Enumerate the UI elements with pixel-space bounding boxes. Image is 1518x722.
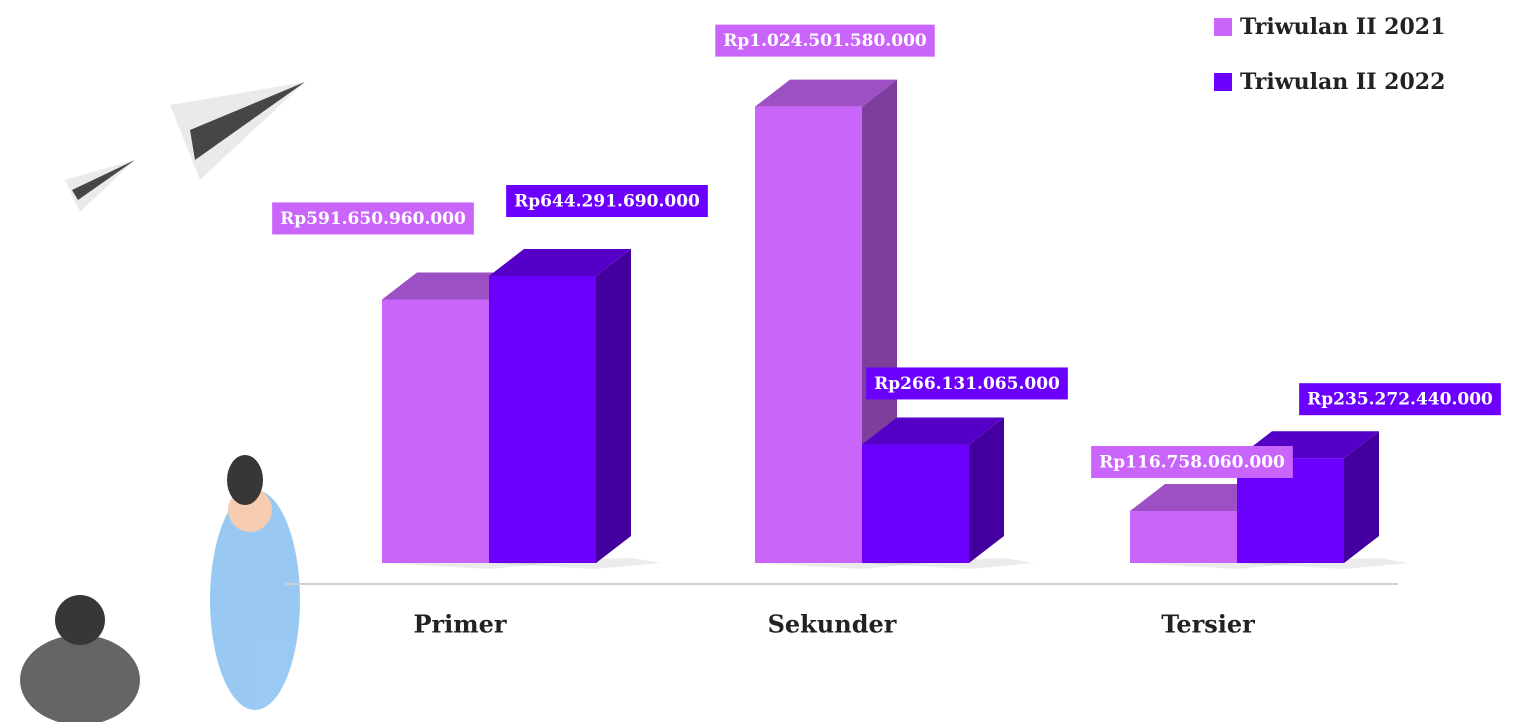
legend-label: Triwulan II 2021	[1240, 14, 1445, 40]
value-label-box	[866, 367, 1068, 400]
value-label-box	[1091, 445, 1293, 478]
bar-top	[862, 417, 1004, 445]
category-label: Tersier	[1161, 610, 1255, 639]
value-label-box	[715, 24, 935, 57]
bar	[862, 444, 969, 563]
value-label: Rp644.291.690.000	[514, 191, 700, 211]
value-label: Rp116.758.060.000	[1099, 452, 1285, 472]
value-label: Rp591.650.960.000	[280, 209, 466, 229]
bar-top	[489, 248, 631, 276]
legend-swatch	[1214, 18, 1232, 36]
bar-shadow	[862, 558, 1034, 569]
legend-swatch	[1214, 73, 1232, 91]
value-label: Rp235.272.440.000	[1307, 390, 1493, 410]
bar	[489, 275, 596, 563]
value-label-box	[1299, 383, 1501, 416]
category-label: Sekunder	[768, 610, 897, 639]
bar-top	[755, 79, 897, 107]
value-label: Rp266.131.065.000	[874, 374, 1060, 394]
category-label: Primer	[413, 610, 506, 639]
bar-top	[382, 272, 524, 300]
value-label-box	[272, 202, 474, 235]
bar-side	[596, 248, 631, 563]
bar	[382, 299, 489, 563]
bar-side	[1344, 431, 1379, 563]
value-label: Rp1.024.501.580.000	[723, 31, 927, 51]
value-label-box	[506, 184, 708, 217]
bar-top	[1130, 483, 1272, 511]
decoration	[20, 82, 305, 722]
bar-side	[969, 417, 1004, 563]
bar	[755, 106, 862, 564]
bar-shadow	[1237, 558, 1409, 569]
bar	[1130, 510, 1237, 563]
bar-shadow	[489, 558, 661, 569]
legend-label: Triwulan II 2022	[1240, 69, 1445, 95]
